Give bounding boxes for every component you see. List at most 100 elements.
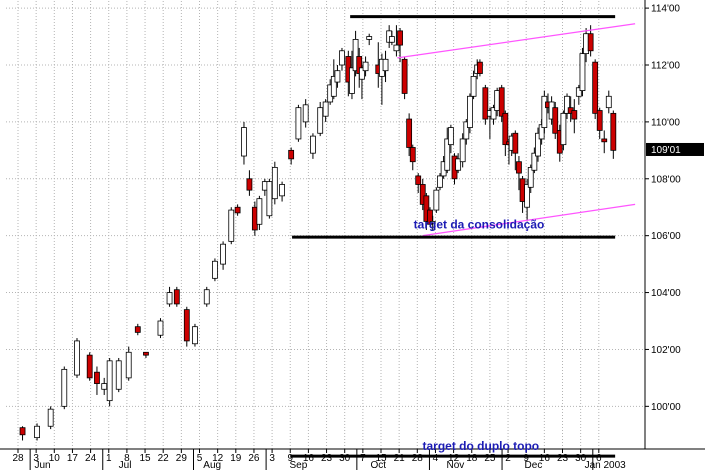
lower-channel [422, 203, 636, 237]
candle-up [564, 93, 570, 120]
candle-down [477, 59, 483, 77]
candle-body [531, 152, 538, 171]
annotation-text: target da consolidação [414, 217, 545, 231]
candle-up [125, 346, 132, 381]
candle-down [173, 286, 180, 307]
candle-down [502, 110, 509, 157]
candle-down [397, 28, 403, 63]
candle-down [401, 56, 408, 100]
x-tick-label: 15 [375, 453, 387, 464]
candle-down [409, 144, 416, 171]
x-tick-label: 16 [539, 453, 551, 464]
candle-up [433, 187, 440, 213]
x-tick-label: 3 [269, 453, 275, 464]
x-tick-label: 3 [33, 453, 39, 464]
candle-up [429, 215, 436, 230]
x-tick-label: 19 [230, 453, 242, 464]
x-tick-label: 24 [85, 453, 97, 464]
candle-body [455, 158, 462, 171]
candle-body [444, 138, 451, 171]
x-tick-label: 23 [557, 453, 569, 464]
candle-body [173, 289, 180, 305]
x-tick-label: 8 [124, 453, 130, 464]
candle-body [516, 161, 522, 174]
x-tick-label: 28 [12, 453, 24, 464]
candle-body [560, 112, 567, 146]
upper-channel [397, 23, 636, 59]
candle-up [455, 153, 462, 174]
candle-body [192, 326, 198, 345]
month-label: Jul [119, 460, 132, 470]
candle-body [467, 95, 473, 128]
candle-up [241, 121, 247, 165]
candle-body [61, 368, 68, 407]
candle-up [295, 104, 302, 142]
candle-body [134, 326, 141, 333]
y-tick-label: 112'00 [651, 61, 680, 72]
candle-body [279, 184, 285, 197]
candle-body [74, 340, 80, 376]
candle-up [203, 286, 210, 307]
candle-down [552, 101, 559, 139]
candle-body [552, 107, 559, 134]
candle-up [541, 90, 548, 134]
candle-up [605, 90, 612, 114]
candle-body [166, 292, 173, 305]
x-tick-label: 23 [321, 453, 333, 464]
x-tick-label: 17 [67, 453, 79, 464]
candle-body [490, 107, 497, 120]
month-label: Sep [290, 460, 308, 470]
candle-up [393, 25, 400, 57]
candle-body [463, 121, 470, 140]
candle-up [447, 124, 454, 154]
candle-body [482, 87, 489, 120]
candle-body [409, 147, 416, 163]
candle-down [415, 173, 422, 193]
annotation-text: target do duplo topo [422, 439, 539, 453]
x-tick-label: 21 [394, 453, 406, 464]
candle-body [256, 198, 263, 225]
candle-down [406, 113, 413, 157]
candle-up [527, 164, 534, 193]
month-label: Nov [447, 460, 465, 470]
x-tick-label: 6 [596, 453, 602, 464]
candle-down [86, 352, 93, 381]
candle-body [362, 61, 369, 72]
y-tick-label: 108'00 [651, 174, 681, 185]
candle-body [330, 75, 337, 97]
candle-up [212, 258, 218, 282]
candle-up [317, 101, 324, 137]
candle-body [47, 408, 54, 427]
candle-down [246, 170, 253, 196]
candle-down [143, 351, 149, 358]
x-tick-label: 4 [433, 453, 439, 464]
candle-body [419, 184, 426, 205]
candle-down [592, 59, 599, 120]
candle-body [605, 95, 612, 109]
candle-body [601, 138, 608, 143]
candles [19, 25, 617, 441]
candle-body [143, 351, 149, 356]
candle-body [437, 175, 443, 188]
candle-up [101, 377, 108, 395]
candle-up [256, 195, 263, 230]
x-tick-label: 25 [484, 453, 496, 464]
y-tick-label: 114'00 [651, 4, 680, 15]
x-tick-label: 9 [523, 453, 529, 464]
candle-body [587, 33, 594, 52]
candle-down [94, 366, 100, 395]
candle-body [86, 354, 93, 379]
candle-up [352, 30, 359, 77]
candle-up [560, 110, 567, 151]
candle-up [61, 366, 68, 410]
last-price-label: 109'01 [651, 145, 681, 156]
candle-body [339, 50, 345, 66]
candle-up [334, 65, 341, 88]
candle-body [94, 371, 100, 384]
x-axis: 28 3 10 17 24 1 8 15 22 29 5 12 19 26 3 9 16 23 30 7 15 21 28 4… [12, 449, 626, 470]
candle-down [19, 426, 26, 441]
x-tick-label: 7 [360, 453, 366, 464]
candle-up [437, 173, 443, 191]
candle-up [362, 56, 369, 77]
